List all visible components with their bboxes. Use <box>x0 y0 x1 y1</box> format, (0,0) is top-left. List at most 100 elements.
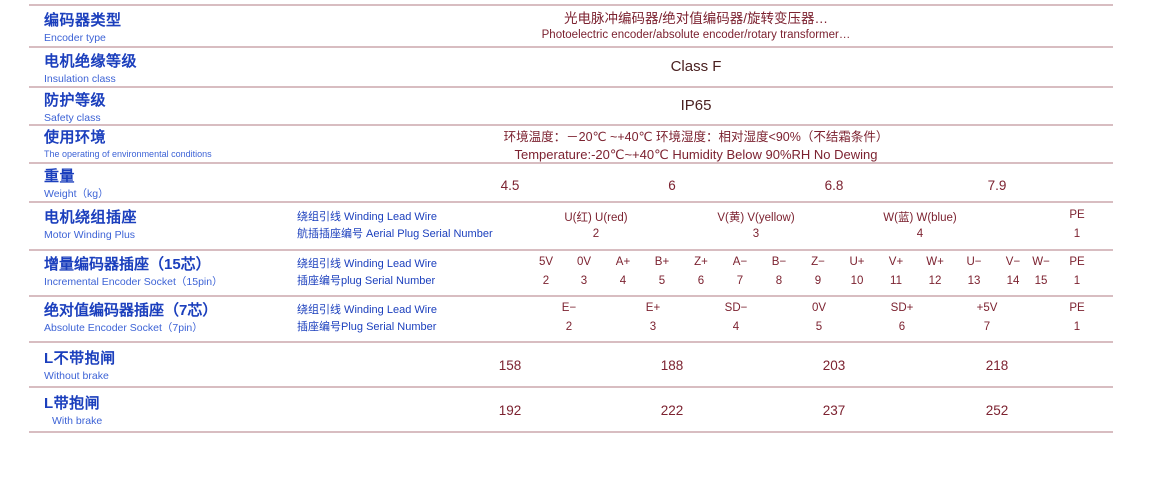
row-sublabels-incremental-encoder: 绕组引线 Winding Lead Wire 插座编号plug Serial N… <box>297 256 527 290</box>
row-label-motor-winding-plug: 电机绕组插座 Motor Winding Plus <box>44 209 294 242</box>
value-col-3: 203 <box>822 358 846 373</box>
pin-name-14: W− <box>1032 256 1050 268</box>
row-value-insulation-class: Class F <box>279 58 1113 76</box>
value-col-4: 252 <box>985 403 1009 418</box>
pin-name-5: SD+ <box>890 302 914 314</box>
pin-name-8: Z− <box>811 256 825 268</box>
row-label-cn: L不带抱闸 <box>44 350 116 367</box>
pin-name-4: PE <box>1069 209 1085 221</box>
row-sublabels-absolute-encoder: 绕组引线 Winding Lead Wire 插座编号Plug Serial N… <box>297 302 527 336</box>
pin-num-1: 2 <box>592 228 600 240</box>
row-label-cn: 电机绝缘等级 <box>44 53 138 70</box>
row-label-incremental-encoder-socket: 增量编码器插座（15芯） Incremental Encoder Socket（… <box>44 256 294 289</box>
pin-name-4: 0V <box>811 302 827 314</box>
table-row-length-with-brake: L带抱闸 With brake 192 222 237 252 <box>29 388 1113 433</box>
row-label-cn: L带抱闸 <box>44 395 101 412</box>
sublabel-winding-lead-wire: 绕组引线 Winding Lead Wire <box>297 304 437 316</box>
row-label-en: Absolute Encoder Socket（7pin） <box>44 321 203 334</box>
table-row-environment: 使用环境 The operating of environmental cond… <box>29 126 1113 164</box>
pin-num-5: 6 <box>697 275 705 287</box>
pin-num-12: 13 <box>967 275 981 287</box>
row-label-length-without-brake: L不带抱闸 Without brake <box>44 350 294 383</box>
row-label-cn: 使用环境 <box>44 129 107 146</box>
pin-num-9: 10 <box>850 275 864 287</box>
pin-name-3: W(蓝) W(blue) <box>883 212 957 224</box>
pin-name-10: V+ <box>888 256 904 268</box>
row-value-environment: 环境温度：－20℃ ~+40℃ 环境湿度：相对湿度<90%（不结霜条件） Tem… <box>279 129 1113 163</box>
pin-num-2: 3 <box>580 275 588 287</box>
table-row-weight: 重量 Weight（kg） 4.5 6 6.8 7.9 <box>29 164 1113 203</box>
value-col-2: 188 <box>660 358 684 373</box>
row-sublabels-motor-winding-plug: 绕组引线 Winding Lead Wire 航插插座编号 Aerial Plu… <box>297 209 527 243</box>
value-col-4: 218 <box>985 358 1009 373</box>
row-label-en: Encoder type <box>44 31 106 44</box>
table-row-motor-winding-plug: 电机绕组插座 Motor Winding Plus 绕组引线 Winding L… <box>29 203 1113 251</box>
pin-num-14: 15 <box>1034 275 1048 287</box>
table-row-absolute-encoder-socket: 绝对值编码器插座（7芯） Absolute Encoder Socket（7pi… <box>29 297 1113 343</box>
row-label-en: With brake <box>52 414 103 427</box>
value-en: Photoelectric encoder/absolute encoder/r… <box>541 29 851 42</box>
pin-name-2: 0V <box>576 256 592 268</box>
pin-num-3: 4 <box>619 275 627 287</box>
value-cn: 光电脉冲编码器/绝对值编码器/旋转变压器… <box>563 11 828 26</box>
pin-num-7: 1 <box>1073 321 1081 333</box>
sublabel-serial-number: 航插插座编号 Aerial Plug Serial Number <box>297 228 493 241</box>
row-label-cn: 重量 <box>44 168 76 185</box>
pin-name-6: A− <box>732 256 748 268</box>
table-row-safety-class: 防护等级 Safety class IP65 <box>29 88 1113 126</box>
row-label-length-with-brake: L带抱闸 With brake <box>44 395 294 428</box>
sublabel-winding-lead-wire: 绕组引线 Winding Lead Wire <box>297 211 437 223</box>
pin-name-7: B− <box>771 256 787 268</box>
row-label-cn: 编码器类型 <box>44 12 122 29</box>
pin-num-4: 5 <box>815 321 823 333</box>
row-label-encoder-type: 编码器类型 Encoder type <box>44 12 294 45</box>
pin-num-1: 2 <box>565 321 573 333</box>
row-label-cn: 绝对值编码器插座（7芯） <box>44 302 218 319</box>
pin-num-4: 1 <box>1073 228 1081 240</box>
pin-name-3: A+ <box>615 256 631 268</box>
pin-name-1: U(红) U(red) <box>564 212 628 224</box>
pin-name-12: U− <box>966 256 982 268</box>
row-label-safety-class: 防护等级 Safety class <box>44 92 294 125</box>
table-row-incremental-encoder-socket: 增量编码器插座（15芯） Incremental Encoder Socket（… <box>29 251 1113 297</box>
pin-num-6: 7 <box>983 321 991 333</box>
pin-name-3: SD− <box>724 302 748 314</box>
value-col-4: 7.9 <box>987 178 1007 193</box>
row-label-en: Weight（kg） <box>44 187 109 200</box>
pin-name-7: PE <box>1069 302 1085 314</box>
value-text: IP65 <box>680 97 712 114</box>
pin-name-6: +5V <box>976 302 998 314</box>
pin-num-13: 14 <box>1006 275 1020 287</box>
pin-num-11: 12 <box>928 275 942 287</box>
pin-name-4: B+ <box>654 256 670 268</box>
pin-num-4: 5 <box>658 275 666 287</box>
row-label-en: Motor Winding Plus <box>44 228 136 241</box>
row-label-en: The operating of environmental condition… <box>44 148 212 159</box>
pin-num-3: 4 <box>732 321 740 333</box>
pin-num-7: 8 <box>775 275 783 287</box>
pin-name-9: U+ <box>849 256 865 268</box>
row-value-safety-class: IP65 <box>279 97 1113 115</box>
pin-name-1: 5V <box>538 256 554 268</box>
row-label-en: Insulation class <box>44 72 116 85</box>
row-label-en: Without brake <box>44 369 109 382</box>
specification-table: 编码器类型 Encoder type 光电脉冲编码器/绝对值编码器/旋转变压器…… <box>29 4 1113 433</box>
row-label-cn: 增量编码器插座（15芯） <box>44 256 211 273</box>
row-label-cn: 电机绕组插座 <box>44 209 138 226</box>
table-row-insulation-class: 电机绝缘等级 Insulation class Class F <box>29 48 1113 88</box>
pin-name-2: E+ <box>645 302 661 314</box>
table-row-length-without-brake: L不带抱闸 Without brake 158 188 203 218 <box>29 343 1113 388</box>
pin-name-15: PE <box>1069 256 1085 268</box>
pin-num-15: 1 <box>1073 275 1081 287</box>
row-label-weight: 重量 Weight（kg） <box>44 168 294 201</box>
value-col-1: 4.5 <box>500 178 520 193</box>
sublabel-serial-number: 插座编号Plug Serial Number <box>297 321 437 334</box>
pin-num-2: 3 <box>649 321 657 333</box>
value-col-2: 6 <box>668 178 676 193</box>
pin-name-11: W+ <box>926 256 944 268</box>
row-value-encoder-type: 光电脉冲编码器/绝对值编码器/旋转变压器… Photoelectric enco… <box>279 10 1113 44</box>
row-label-absolute-encoder-socket: 绝对值编码器插座（7芯） Absolute Encoder Socket（7pi… <box>44 302 294 335</box>
table-row-encoder-type: 编码器类型 Encoder type 光电脉冲编码器/绝对值编码器/旋转变压器…… <box>29 4 1113 48</box>
value-en: Temperature:-20℃~+40℃ Humidity Below 90%… <box>514 146 878 162</box>
pin-num-2: 3 <box>752 228 760 240</box>
